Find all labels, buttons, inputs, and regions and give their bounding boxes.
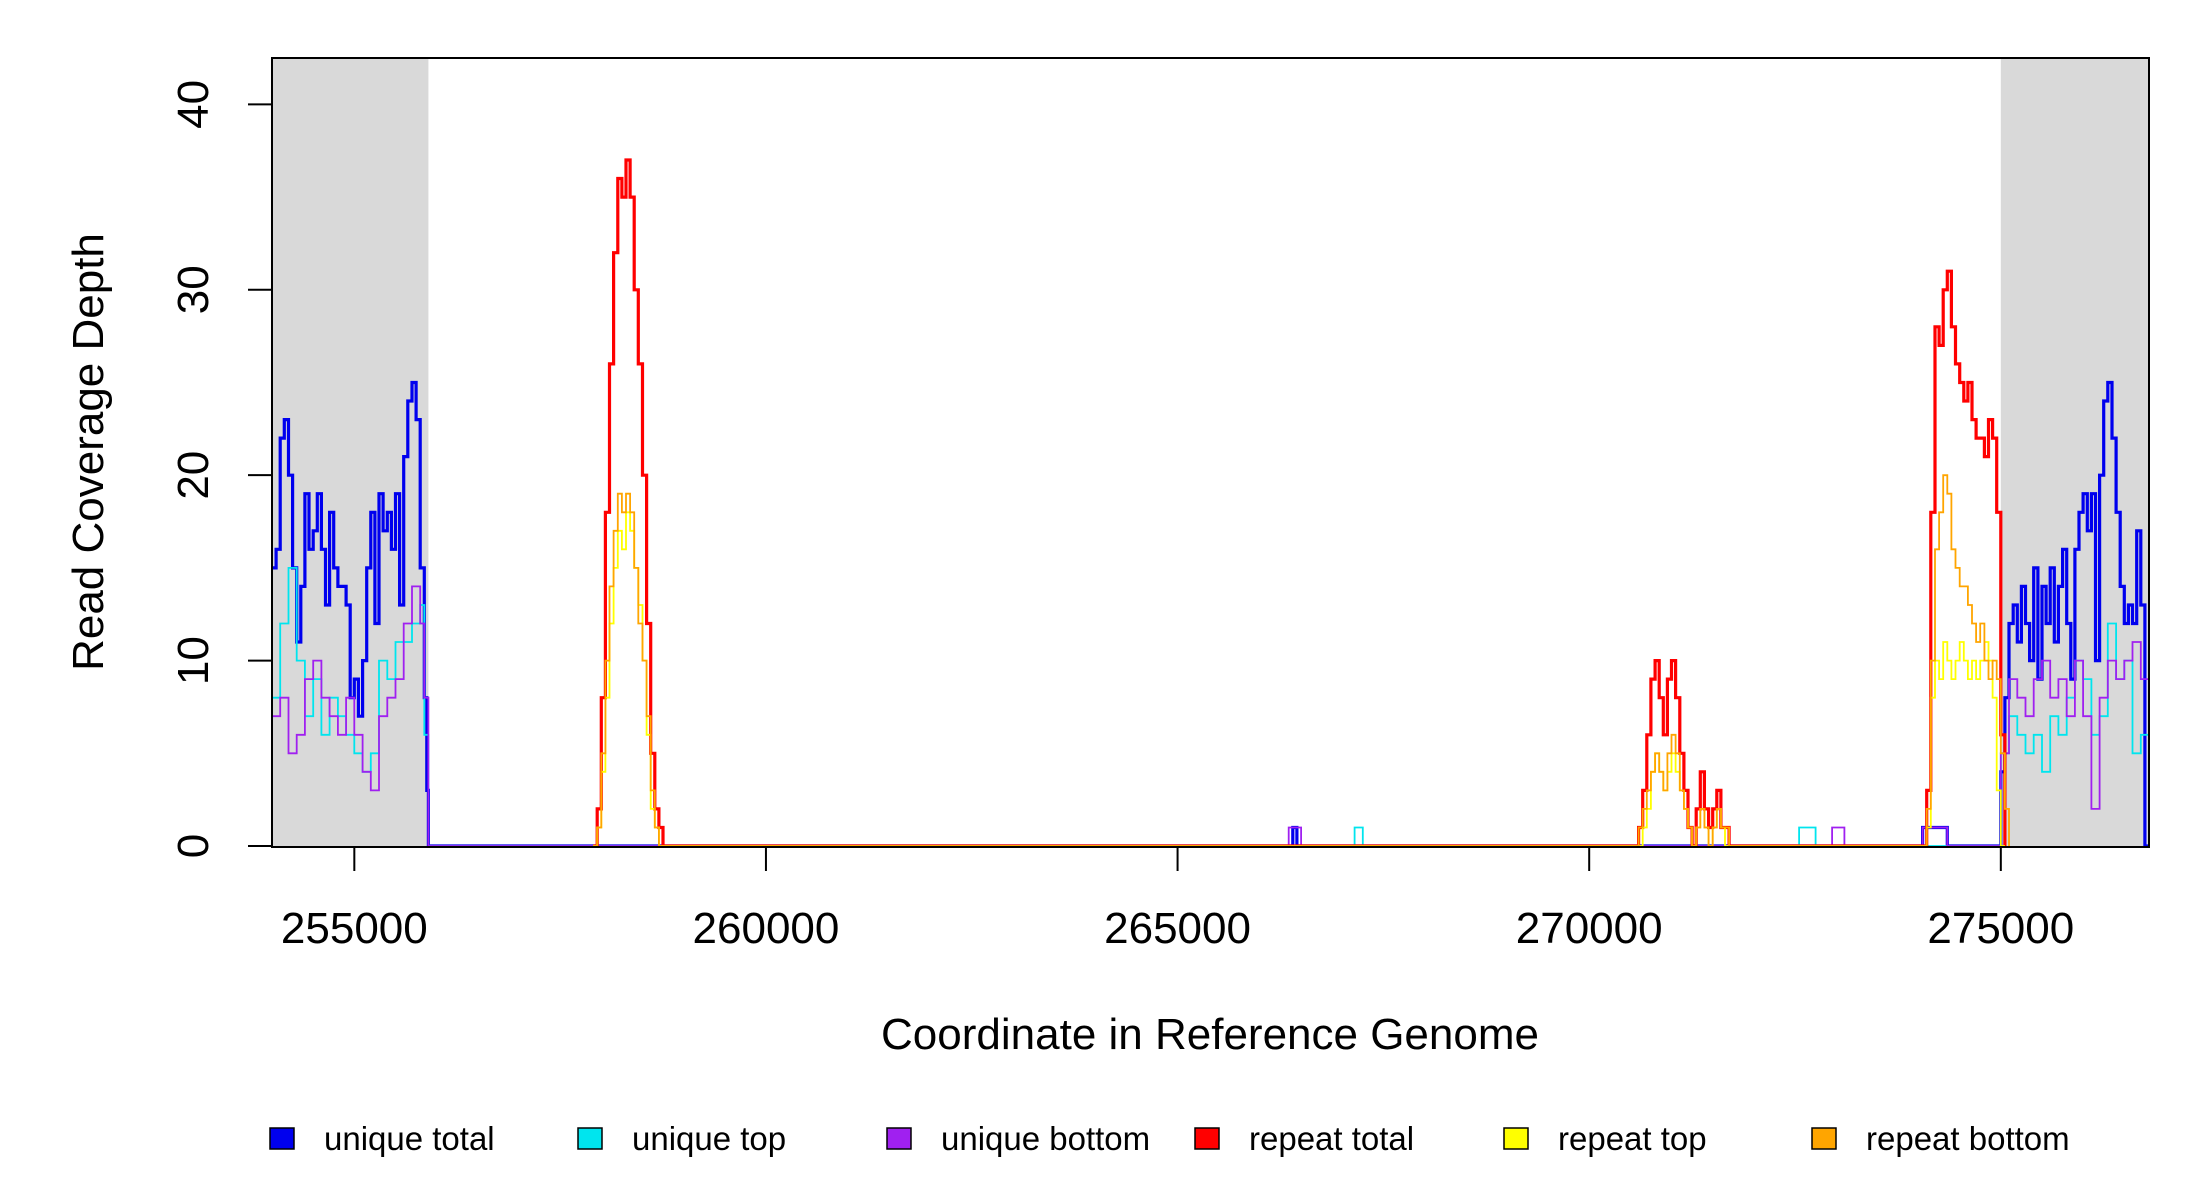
plot-frame	[271, 57, 2150, 848]
series-line-repeat-bottom	[593, 474, 2010, 847]
y-tick-label: 0	[169, 834, 218, 858]
y-axis-title: Read Coverage Depth	[64, 233, 113, 671]
series-line-repeat-top	[593, 511, 2005, 847]
legend-swatch-repeat-total	[1194, 1127, 1220, 1150]
shaded-regions	[272, 58, 2149, 847]
series-lines	[272, 158, 2150, 848]
legend-swatch-unique-bottom	[886, 1127, 912, 1150]
legend: unique total unique top unique bottom repea…	[269, 1120, 2070, 1157]
shaded-region-1	[272, 58, 429, 847]
legend-label-unique-total: unique total	[324, 1120, 495, 1157]
y-tick-label: 10	[169, 636, 218, 685]
legend-label-unique-top: unique top	[632, 1120, 786, 1157]
series-line-unique-bottom	[272, 585, 2150, 847]
series-line-repeat-total	[593, 158, 2007, 848]
y-tick-label: 40	[169, 80, 218, 129]
legend-swatch-unique-total	[269, 1127, 295, 1150]
y-tick-label: 20	[169, 451, 218, 500]
x-tick-label: 255000	[281, 904, 428, 953]
x-tick-label: 260000	[693, 904, 840, 953]
legend-label-repeat-total: repeat total	[1249, 1120, 1414, 1157]
x-tick-label: 270000	[1516, 904, 1663, 953]
legend-label-repeat-top: repeat top	[1558, 1120, 1707, 1157]
legend-swatch-repeat-top	[1503, 1127, 1529, 1150]
series-line-unique-top	[272, 567, 2150, 847]
y-tick-label: 30	[169, 265, 218, 314]
legend-swatch-unique-top	[577, 1127, 603, 1150]
x-tick-label: 265000	[1104, 904, 1251, 953]
shaded-region-2	[2000, 58, 2149, 847]
legend-swatch-repeat-bottom	[1811, 1127, 1837, 1150]
x-axis: 255000 260000 265000 270000 275000	[281, 846, 2074, 953]
series-line-unique-total	[272, 380, 2149, 848]
x-axis-title: Coordinate in Reference Genome	[881, 1010, 1539, 1059]
y-axis: 0 10 20 30 40	[169, 80, 273, 858]
legend-label-repeat-bottom: repeat bottom	[1866, 1120, 2070, 1157]
x-tick-label: 275000	[1927, 904, 2074, 953]
legend-label-unique-bottom: unique bottom	[941, 1120, 1150, 1157]
